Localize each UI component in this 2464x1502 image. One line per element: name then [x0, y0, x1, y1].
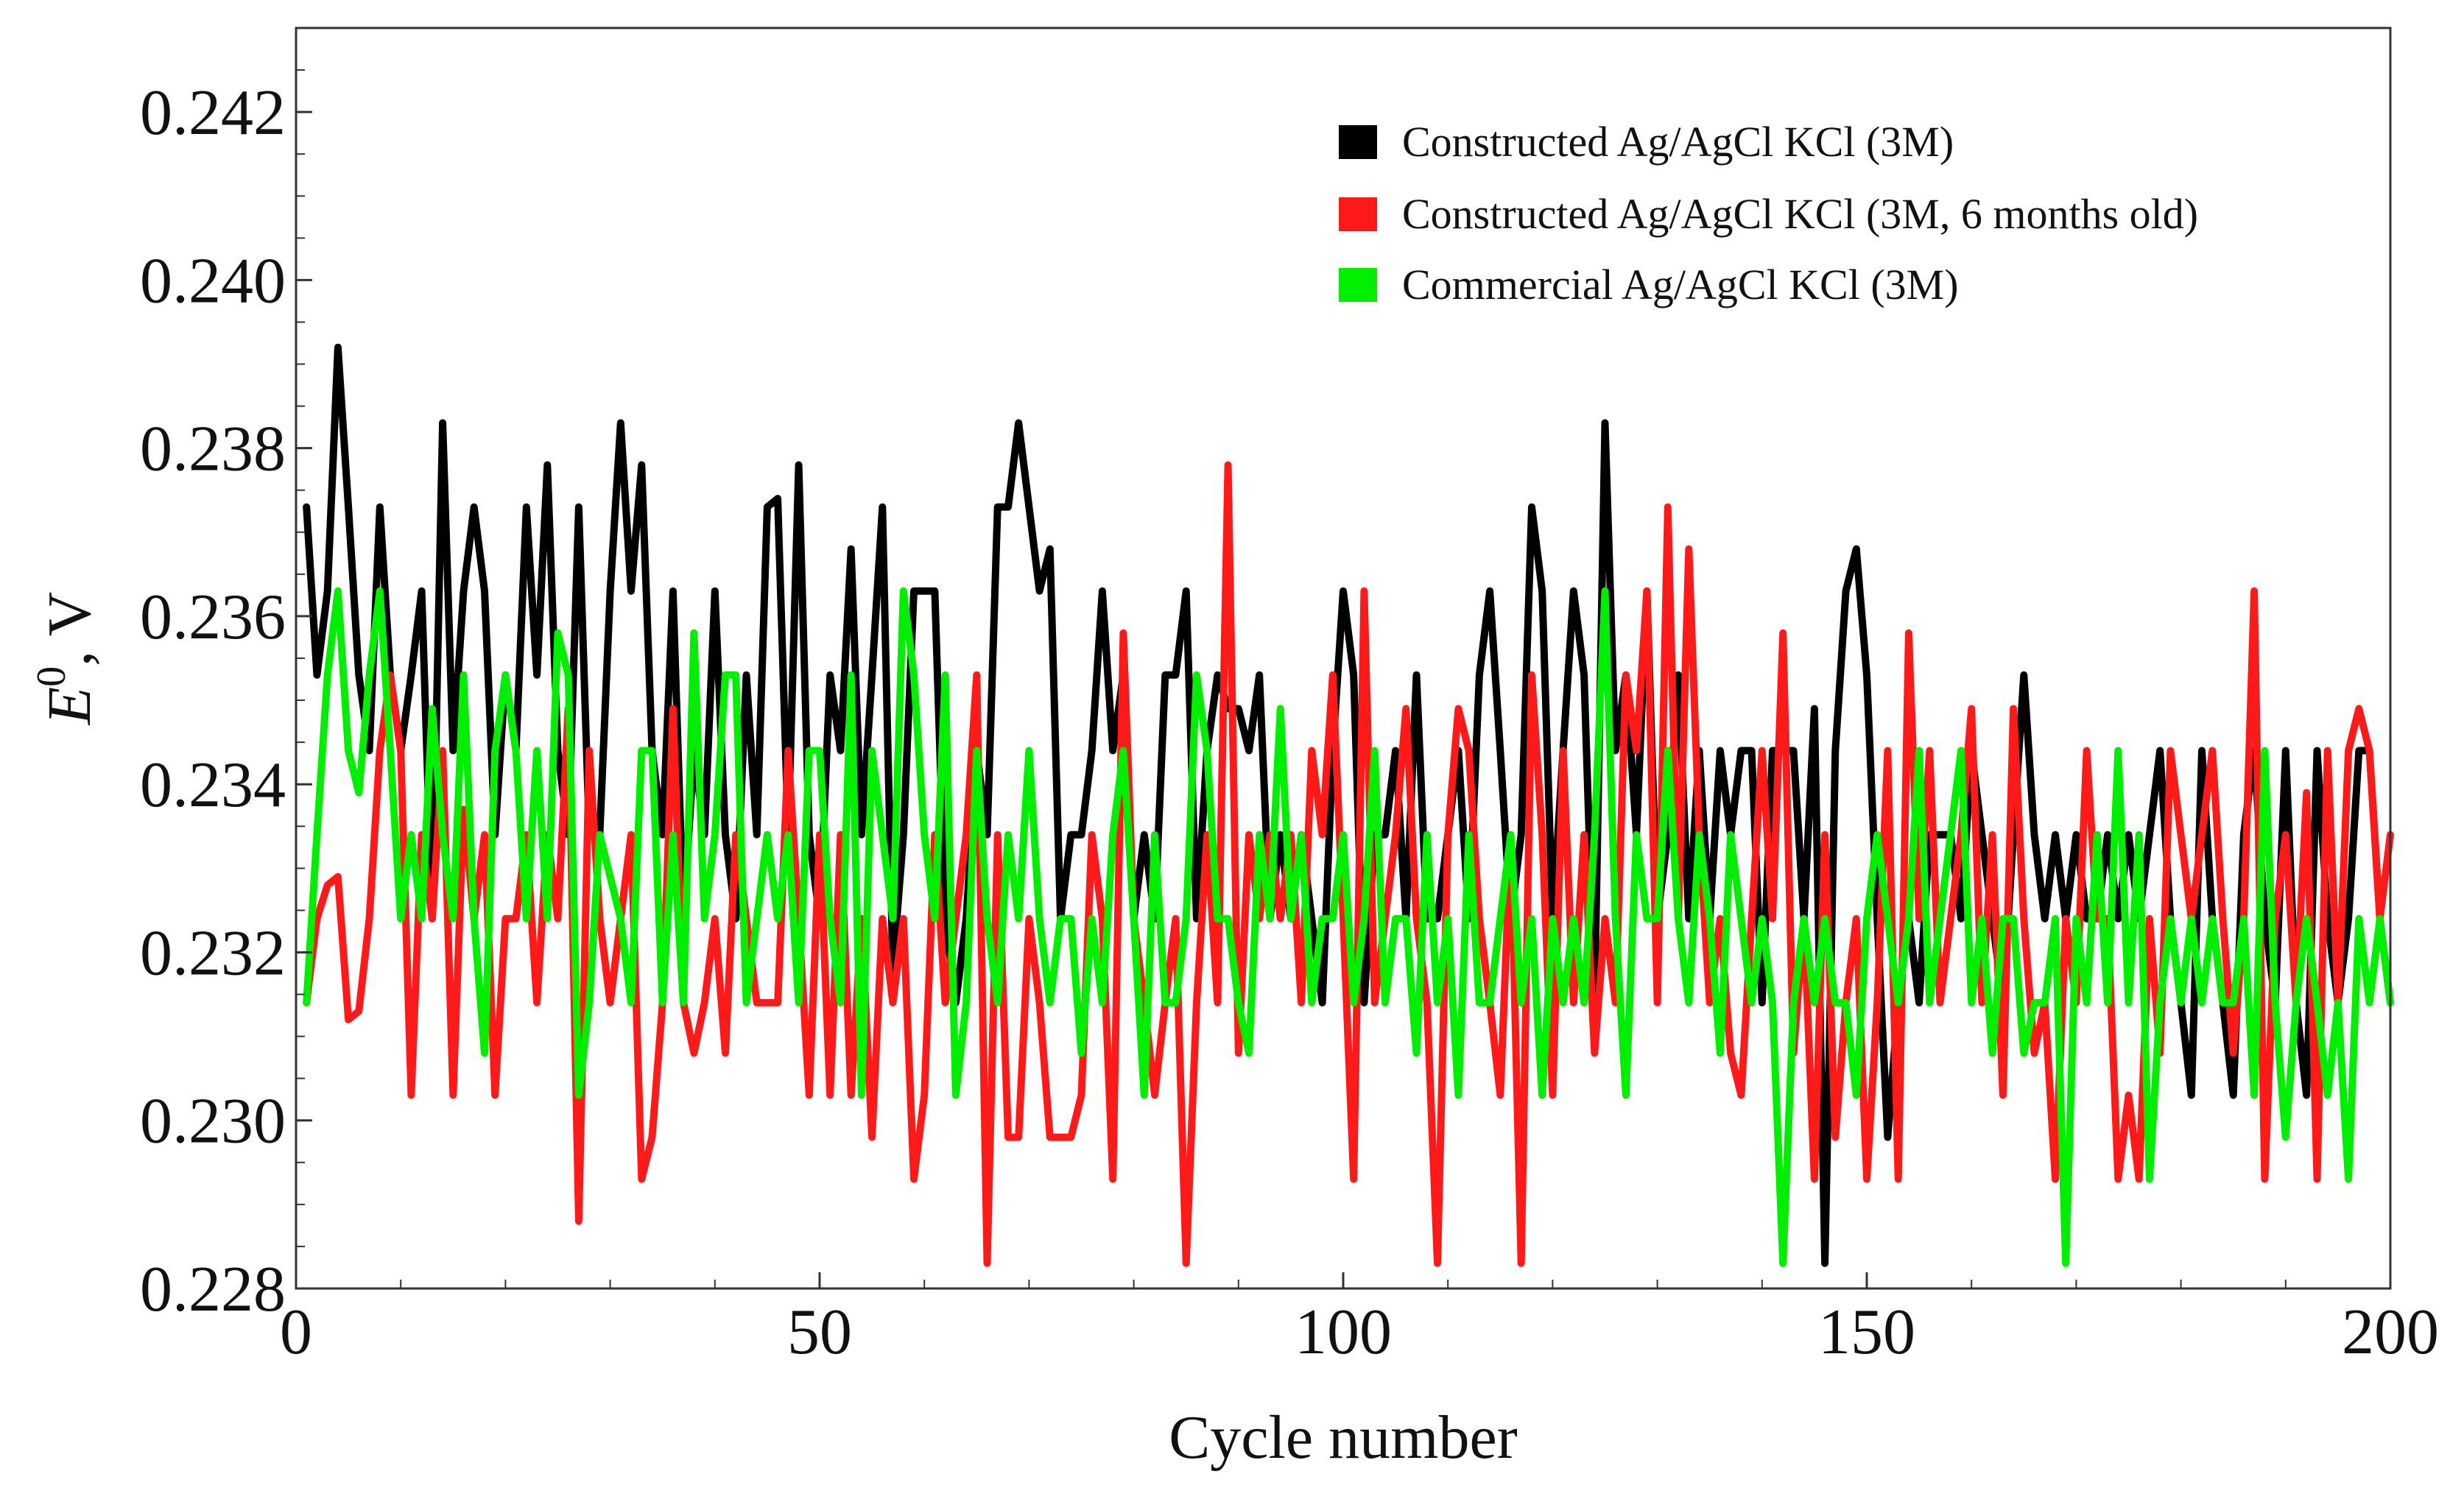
y-axis-title: E0, V — [29, 592, 104, 725]
y-axis-title-unit: , V — [35, 592, 104, 666]
legend-swatch-2 — [1339, 197, 1377, 231]
y-axis-title-symbol: E — [35, 687, 104, 725]
legend-swatch-1 — [1339, 125, 1377, 159]
x-axis-title: Cycle number — [1169, 1403, 1518, 1472]
y-tick-label: 0.242 — [140, 77, 286, 149]
x-tick-label: 150 — [1818, 1297, 1915, 1368]
legend-label-3: Commercial Ag/AgCl KCl (3M) — [1402, 261, 1959, 308]
y-axis-title-superscript: 0 — [29, 666, 74, 687]
legend: Constructed Ag/AgCl KCl (3M) Constructed … — [1339, 118, 2198, 308]
x-tick-label: 100 — [1295, 1297, 1392, 1368]
y-tick-label: 0.236 — [140, 582, 286, 653]
y-tick-label: 0.240 — [140, 245, 286, 317]
series-layer — [303, 343, 2394, 1267]
y-tick-label: 0.230 — [140, 1086, 286, 1157]
x-tick-label: 200 — [2342, 1297, 2439, 1368]
legend-swatch-3 — [1339, 268, 1377, 302]
y-tick-label: 0.234 — [140, 750, 286, 821]
y-tick-label: 0.232 — [140, 917, 286, 989]
series-line-3 — [303, 587, 2394, 1267]
ticks-layer: 0 50 100 150 200 0.228 0.230 0.232 0.234 0.236 0.2… — [140, 69, 2439, 1368]
legend-label-2: Constructed Ag/AgCl KCl (3M, 6 months ol… — [1402, 190, 2198, 238]
legend-label-1: Constructed Ag/AgCl KCl (3M) — [1402, 118, 1954, 166]
series-line-2 — [303, 461, 2394, 1267]
x-tick-label: 50 — [787, 1297, 852, 1368]
y-tick-label: 0.238 — [140, 414, 286, 485]
x-tick-label: 0 — [280, 1297, 312, 1368]
y-tick-label: 0.228 — [140, 1254, 286, 1325]
